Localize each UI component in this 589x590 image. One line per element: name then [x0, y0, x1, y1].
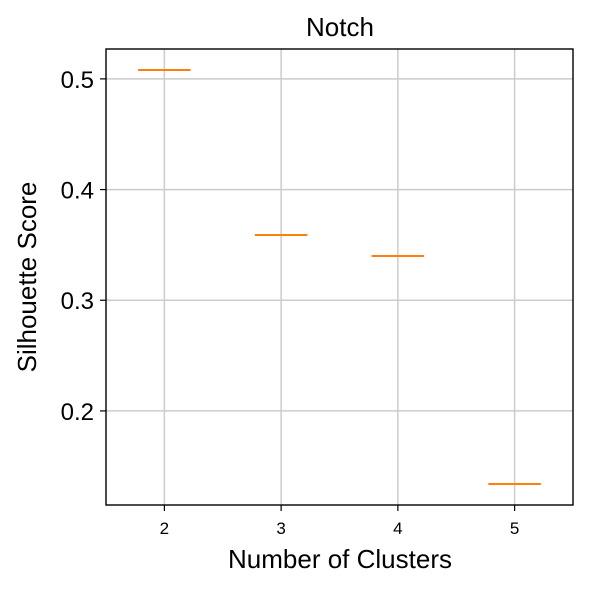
- x-tick-label-3: 3: [276, 519, 285, 538]
- x-tick-label-5: 5: [510, 519, 519, 538]
- x-tick-label-2: 2: [160, 519, 169, 538]
- x-axis-label: Number of Clusters: [228, 544, 452, 574]
- grid-lines: [106, 49, 573, 505]
- y-axis-label: Silhouette Score: [12, 182, 42, 373]
- plot-frame: [105, 48, 574, 506]
- x-tick-label-4: 4: [393, 519, 402, 538]
- tick-marks: [100, 78, 516, 511]
- y-tick-label-0.4: 0.4: [61, 178, 94, 205]
- median-marks: [138, 69, 541, 485]
- chart-title: Notch: [306, 12, 374, 42]
- y-tick-label-0.2: 0.2: [61, 399, 94, 426]
- y-tick-label-0.5: 0.5: [61, 67, 94, 94]
- y-tick-label-0.3: 0.3: [61, 288, 94, 315]
- y-tick-labels: 0.2 0.3 0.4 0.5: [61, 67, 94, 426]
- x-tick-labels: 2 3 4 5: [160, 519, 520, 538]
